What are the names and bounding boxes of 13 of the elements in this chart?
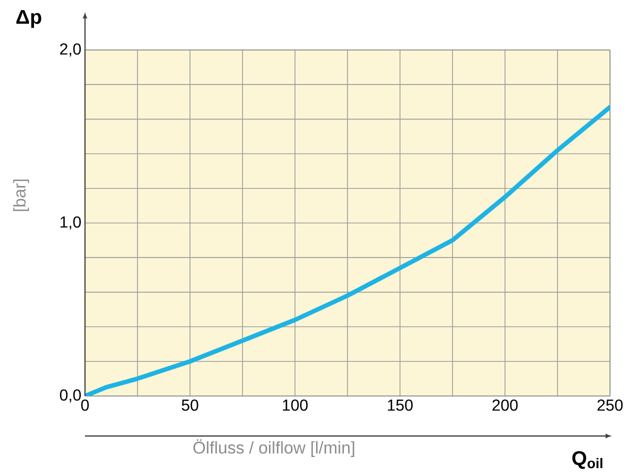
y-tick-label: 1,0 [60, 216, 81, 230]
y-tick-label: 0,0 [60, 389, 81, 403]
x-tick-label: 100 [282, 400, 308, 411]
y-axis-title: [bar] [13, 180, 29, 212]
x-tick-label: 0 [81, 400, 89, 411]
x-tick-label: 200 [492, 400, 518, 411]
y-tick-label: 2,0 [60, 43, 81, 57]
x-tick-label: 250 [598, 400, 623, 411]
text: Δp [16, 10, 42, 28]
text: Q$_{oil}$ [572, 451, 602, 469]
x-tick-label: 50 [182, 400, 198, 411]
x-axis-title: Ölfluss / oilflow [l/min] [193, 439, 354, 457]
x-tick-label: 150 [388, 400, 413, 411]
